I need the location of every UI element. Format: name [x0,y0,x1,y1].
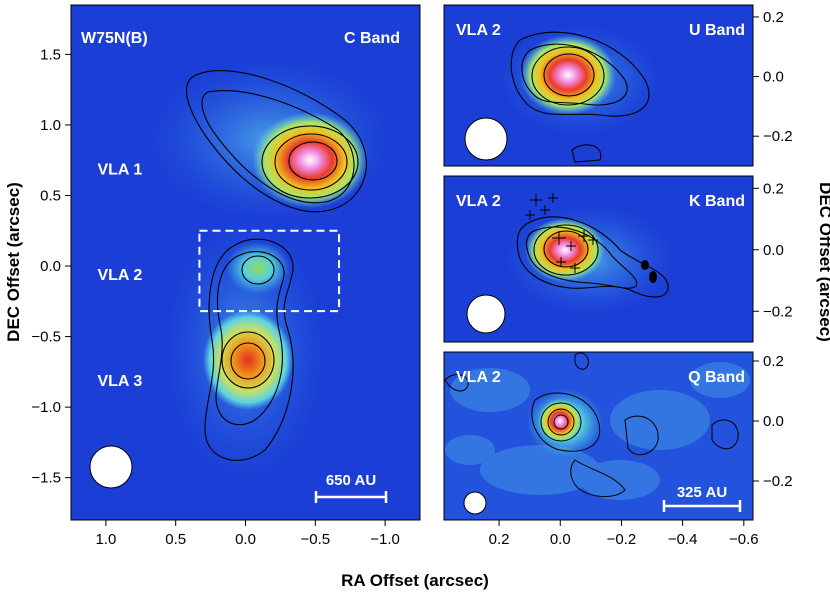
q-band-contours [444,352,739,497]
u-band-band-label: U Band [689,22,745,39]
k-band-y-tick-label: 0.0 [763,242,784,259]
main-x-tick-label: −1.0 [370,531,400,548]
k-band-panel-title: VLA 2 [456,193,501,210]
source-label: VLA 2 [97,267,142,284]
q-band-y-tick-label: 0.2 [763,353,784,370]
main-panel-title: W75N(B) [81,30,148,47]
q-band-x-tick-label: 0.0 [550,531,571,548]
q-band-beam [463,491,487,515]
y-axis-title-left: DEC Offset (arcsec) [4,182,23,342]
u-band-y-tick-label: 0.2 [763,9,784,26]
k-band-beam [466,294,506,334]
main-y-tick-label: −1.5 [31,470,61,487]
q-band-emission [444,352,750,500]
k-band-panel-frame [443,175,754,343]
main-scale-label: 650 AU [326,472,376,489]
q-band-x-tick-label: −0.4 [668,531,698,548]
k-band-y-tick-label: −0.2 [763,303,793,320]
main-x-tick-label: −0.5 [300,531,330,548]
x-axis-title: RA Offset (arcsec) [341,571,489,590]
main-contours [186,70,367,461]
source-label: VLA 3 [97,373,142,390]
main-beam [89,445,133,489]
q-band-y-tick-label: 0.0 [763,413,784,430]
main-y-tick-label: 0.0 [40,258,61,275]
q-band-y-tick-label: −0.2 [763,473,793,490]
q-band-scale-label: 325 AU [677,484,727,501]
u-band-emission [500,25,660,163]
u-band-y-tick-label: 0.0 [763,69,784,86]
main-y-tick-label: −0.5 [31,329,61,346]
q-band-x-tick-label: −0.2 [607,531,637,548]
u-band-y-tick-label: −0.2 [763,128,793,145]
u-band-panel-title: VLA 2 [456,22,501,39]
q-band-panel-frame [443,351,754,521]
main-x-tick-label: 0.0 [235,531,256,548]
k-band-y-tick-label: 0.2 [763,180,784,197]
main-band-label: C Band [344,30,400,47]
u-band-beam [464,117,508,161]
main-y-tick-label: 1.5 [40,46,61,63]
vla2-zoom-box [198,229,341,313]
q-band-x-tick-label: 0.2 [489,531,510,548]
main-x-tick-label: 1.0 [95,531,116,548]
q-band-panel-title: VLA 2 [456,369,501,386]
main-panel-emission [150,60,390,480]
main-x-tick-label: 0.5 [165,531,186,548]
main-y-tick-label: 0.5 [40,187,61,204]
main-y-tick-label: 1.0 [40,117,61,134]
main-y-tick-label: −1.0 [31,399,61,416]
q-band-x-tick-label: −0.6 [729,531,759,548]
y-axis-title-right: DEC Offset (arcsec) [816,182,830,342]
k-band-maser-spots [525,193,598,273]
k-band-contours [516,216,669,298]
q-band-band-label: Q Band [688,369,745,386]
source-label: VLA 1 [97,161,142,178]
u-band-panel-frame [443,4,754,167]
k-band-maser-dots [641,260,657,283]
u-band-contours [510,31,650,163]
k-band-emission [505,193,675,315]
k-band-band-label: K Band [689,193,745,210]
